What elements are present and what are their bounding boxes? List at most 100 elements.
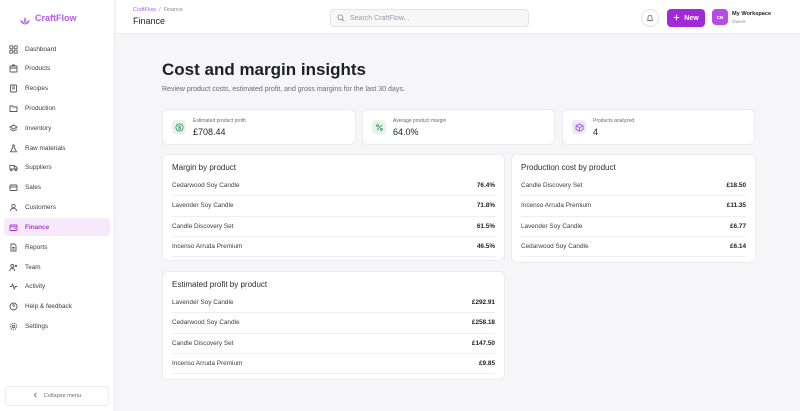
layers-icon [9,124,18,133]
grid-icon [9,44,18,54]
sidebar-item-customers[interactable]: Customers [4,199,110,217]
stat-card-estimated-profit: $ Estimated product profit £708.44 [162,109,356,145]
book-icon [9,84,18,93]
list-item: Lavender Soy Candle £6.77 [521,217,746,237]
margin-value: 71.8% [476,202,495,210]
sidebar-item-suppliers[interactable]: Suppliers [4,159,110,177]
product-name: Lavender Soy Candle [172,202,234,210]
collapse-menu-label: Collapse menu [43,393,82,399]
document-icon [9,243,18,252]
app-logo[interactable]: CraftFlow [19,11,77,25]
stat-value: 4 [593,127,599,137]
dollar-icon: $ [172,120,186,134]
breadcrumb-home-link[interactable]: CraftFlow [133,7,157,13]
list-item: Candle Discovery Set £147.50 [172,334,495,354]
production-cost-list: Candle Discovery Set £18.50 Incenso Arrud… [521,176,746,258]
sidebar-item-label: Dashboard [25,45,57,53]
users-icon [9,203,18,212]
breadcrumb: CraftFlow / Finance [133,7,183,13]
workspace-name[interactable]: My Workspace [732,11,772,17]
sidebar-item-reports[interactable]: Reports [4,238,110,256]
production-cost-card: Production cost by product Candle Discov… [511,154,756,263]
plus-icon [673,14,680,23]
stat-card-products-analyzed: Products analyzed 4 [562,109,755,145]
sidebar-item-activity[interactable]: Activity [4,278,110,296]
sidebar-item-label: Activity [25,283,46,291]
sidebar-item-settings[interactable]: Settings [4,318,110,336]
page-subtitle: Review product costs, estimated profit, … [162,86,405,93]
new-button[interactable]: New [667,9,705,27]
card-title: Margin by product [172,163,237,172]
breadcrumb-current: Finance [163,7,183,13]
list-item: Incenso Arruda Premium 46.5% [172,237,495,258]
sidebar: CraftFlow Dashboard Products Recipes Pro… [0,0,115,411]
sidebar-item-sales[interactable]: Sales [4,179,110,197]
sidebar-item-label: Sales [25,184,41,192]
sidebar-item-inventory[interactable]: Inventory [4,119,110,137]
svg-text:$: $ [177,125,180,131]
product-name: Lavender Soy Candle [521,222,583,230]
workspace-avatar[interactable]: CB [712,9,728,25]
card-title: Estimated profit by product [172,280,268,289]
margin-value: 76.4% [476,182,495,190]
sidebar-item-team[interactable]: Team [4,258,110,276]
stat-label: Estimated product profit [193,118,246,124]
new-button-label: New [684,14,699,22]
sidebar-item-products[interactable]: Products [4,60,110,78]
profit-value: £292.91 [471,299,495,307]
estimated-profit-list: Lavender Soy Candle £292.91 Cedarwood Soy… [172,293,495,375]
notifications-button[interactable] [641,9,659,27]
main-content: Cost and margin insights Review product … [116,35,800,411]
list-item: Candle Discovery Set 61.5% [172,217,495,237]
stat-card-average-margin: Average product margin 64.0% [362,109,555,145]
product-name: Incenso Arruda Premium [172,243,243,251]
margin-by-product-card: Margin by product Cedarwood Soy Candle 76… [162,154,505,261]
search-input[interactable] [350,14,520,22]
sidebar-item-production[interactable]: Production [4,99,110,117]
team-icon [9,263,18,272]
sidebar-item-label: Suppliers [25,164,52,172]
list-item: Incenso Arruda Premium £11.35 [521,196,746,217]
sidebar-item-help[interactable]: Help & feedback [4,298,110,316]
list-item: Incenso Arruda Premium £9.85 [172,354,495,375]
profit-value: £258.18 [471,319,495,327]
product-name: Incenso Arruda Premium [521,202,592,210]
header-title: Finance [133,16,166,26]
product-name: Cedarwood Soy Candle [172,182,240,190]
flask-icon [9,144,18,153]
sidebar-item-label: Customers [25,204,56,212]
help-icon [9,302,18,311]
percent-icon [372,120,386,134]
list-item: Cedarwood Soy Candle £258.18 [172,313,495,334]
truck-icon [9,163,18,172]
stat-label: Products analyzed [593,118,635,124]
search-box[interactable] [330,9,529,27]
margin-list: Cedarwood Soy Candle 76.4% Lavender Soy C… [172,176,495,258]
collapse-menu-button[interactable]: Collapse menu [5,386,109,406]
cost-value: £11.35 [726,202,746,210]
cost-value: £6.14 [730,243,746,251]
activity-icon [9,282,18,291]
cost-value: £18.50 [726,182,746,190]
gear-icon [9,322,18,331]
sidebar-item-recipes[interactable]: Recipes [4,80,110,98]
sidebar-item-label: Production [25,104,56,112]
folder-icon [9,104,18,113]
sidebar-nav: Dashboard Products Recipes Production In… [4,40,110,337]
sidebar-item-label: Recipes [25,85,49,93]
list-item: Candle Discovery Set £18.50 [521,176,746,197]
product-name: Candle Discovery Set [172,339,234,347]
product-name: Incenso Arruda Premium [172,360,243,368]
sidebar-item-label: Settings [25,323,49,331]
sidebar-item-finance[interactable]: Finance [4,218,110,237]
product-name: Candle Discovery Set [521,182,583,190]
product-name: Lavender Soy Candle [172,299,234,307]
profit-value: £9.85 [479,360,495,368]
sidebar-item-dashboard[interactable]: Dashboard [4,40,110,58]
cart-icon [9,183,18,192]
sidebar-item-raw-materials[interactable]: Raw materials [4,139,110,157]
list-item: Lavender Soy Candle £292.91 [172,293,495,314]
stat-label: Average product margin [393,118,447,124]
page-title: Cost and margin insights [162,60,367,79]
list-item: Cedarwood Soy Candle 76.4% [172,176,495,197]
